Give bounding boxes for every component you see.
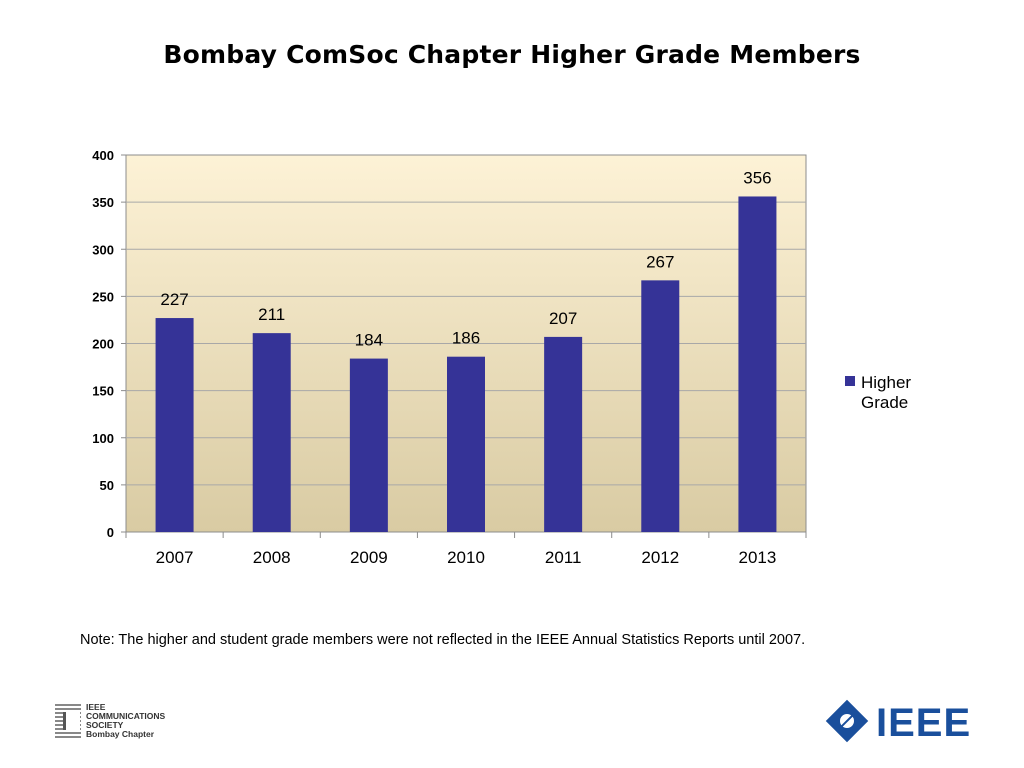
- ieee-wordmark: IEEE: [876, 701, 972, 745]
- y-tick-label: 350: [92, 195, 114, 210]
- bar-data-label: 207: [549, 309, 577, 328]
- bar: [447, 356, 485, 532]
- bars: 227 211 184 186 207 267 356: [155, 168, 777, 532]
- y-axis-ticks: 0 50 100 150 200 250 300 350 400: [92, 148, 126, 540]
- bar: [738, 196, 777, 532]
- legend-label: Higher Grade: [861, 373, 911, 412]
- bar: [544, 336, 583, 532]
- y-tick-label: 0: [107, 525, 114, 540]
- y-tick-label: 100: [92, 431, 114, 446]
- ieee-logo: IEEE: [825, 699, 973, 749]
- y-tick-label: 250: [92, 289, 114, 304]
- y-tick-label: 400: [92, 148, 114, 163]
- y-tick-label: 300: [92, 242, 114, 257]
- bar-data-label: 184: [355, 331, 383, 350]
- bar-data-label: 356: [743, 168, 771, 187]
- y-tick-label: 150: [92, 384, 114, 399]
- x-tick-label: 2009: [350, 548, 388, 567]
- bar-chart: 0 50 100 150 200 250 300 350 400 2007 2008 2009 201…: [92, 148, 911, 567]
- y-tick-label: 200: [92, 337, 114, 352]
- bar: [349, 358, 388, 532]
- bar: [155, 318, 194, 532]
- ieee-diamond-icon: [825, 699, 869, 743]
- bar-data-label: 227: [160, 290, 188, 309]
- legend: Higher Grade: [845, 373, 911, 412]
- x-axis: 2007 2008 2009 2010 2011 2012 2013: [125, 532, 807, 567]
- bar: [641, 280, 680, 532]
- bar-data-label: 211: [258, 305, 285, 324]
- comsoc-logo-text: IEEE COMMUNICATIONS SOCIETY Bombay Chapt…: [86, 702, 166, 739]
- x-tick-label: 2012: [641, 548, 679, 567]
- footnote: Note: The higher and student grade membe…: [80, 632, 806, 648]
- legend-swatch: [845, 376, 855, 386]
- x-tick-label: 2010: [447, 548, 485, 567]
- x-tick-label: 2008: [253, 548, 291, 567]
- x-tick-label: 2007: [156, 548, 194, 567]
- comsoc-mark-icon: [55, 704, 81, 738]
- page-title: Bombay ComSoc Chapter Higher Grade Membe…: [163, 40, 861, 69]
- y-tick-label: 50: [100, 478, 114, 493]
- bar: [252, 333, 291, 532]
- x-tick-label: 2013: [739, 548, 777, 567]
- x-tick-label: 2011: [545, 548, 582, 567]
- bar-data-label: 186: [452, 329, 480, 348]
- bar-data-label: 267: [646, 252, 674, 271]
- comsoc-bombay-logo: IEEE COMMUNICATIONS SOCIETY Bombay Chapt…: [55, 703, 185, 741]
